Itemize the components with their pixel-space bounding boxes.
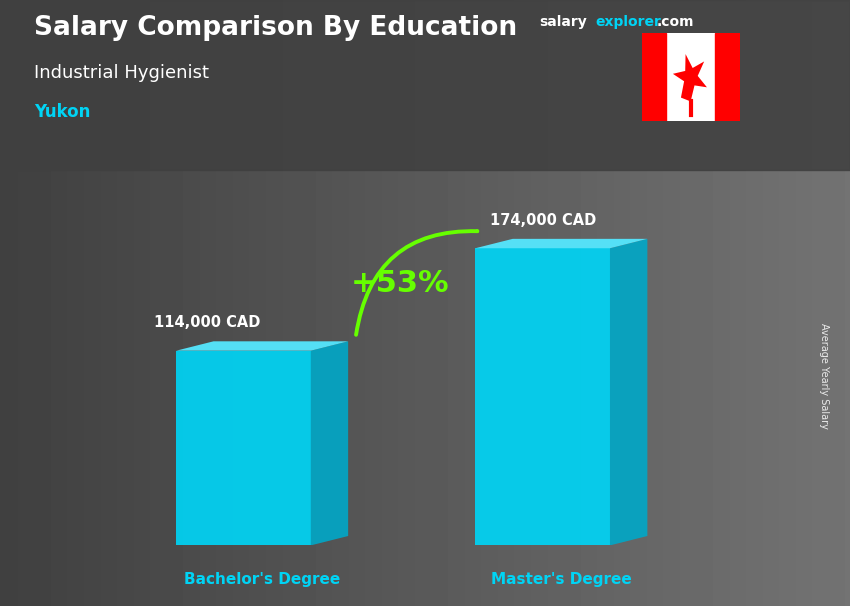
- Bar: [0, 0, 850, 170]
- Text: Salary Comparison By Education: Salary Comparison By Education: [34, 15, 517, 41]
- Text: Bachelor's Degree: Bachelor's Degree: [184, 571, 340, 587]
- Polygon shape: [176, 351, 311, 545]
- Polygon shape: [673, 54, 707, 101]
- Text: explorer: explorer: [595, 15, 661, 29]
- Text: 114,000 CAD: 114,000 CAD: [154, 315, 260, 330]
- Polygon shape: [475, 248, 610, 545]
- Text: .com: .com: [656, 15, 694, 29]
- Polygon shape: [475, 239, 648, 248]
- Text: +53%: +53%: [351, 268, 450, 298]
- Text: Yukon: Yukon: [34, 103, 90, 121]
- Text: Average Yearly Salary: Average Yearly Salary: [819, 323, 829, 428]
- Bar: [642, 33, 666, 121]
- Text: 174,000 CAD: 174,000 CAD: [490, 213, 597, 228]
- Text: Industrial Hygienist: Industrial Hygienist: [34, 64, 209, 82]
- Polygon shape: [176, 341, 348, 351]
- FancyArrowPatch shape: [356, 231, 478, 335]
- Text: Master's Degree: Master's Degree: [491, 571, 632, 587]
- Text: salary: salary: [540, 15, 587, 29]
- Bar: [715, 33, 740, 121]
- Polygon shape: [610, 239, 648, 545]
- Polygon shape: [311, 341, 348, 545]
